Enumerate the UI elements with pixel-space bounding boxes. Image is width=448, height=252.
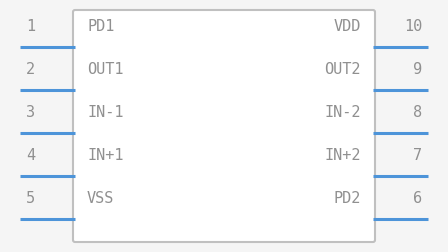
FancyBboxPatch shape [73,10,375,242]
Text: OUT1: OUT1 [87,62,124,77]
Text: 5: 5 [26,191,35,206]
Text: 4: 4 [26,148,35,163]
Text: VSS: VSS [87,191,114,206]
Text: 10: 10 [404,19,422,34]
Text: 8: 8 [413,105,422,120]
Text: PD2: PD2 [334,191,361,206]
Text: IN-1: IN-1 [87,105,124,120]
Text: VDD: VDD [334,19,361,34]
Text: 3: 3 [26,105,35,120]
Text: 9: 9 [413,62,422,77]
Text: IN-2: IN-2 [324,105,361,120]
Text: OUT2: OUT2 [324,62,361,77]
Text: 6: 6 [413,191,422,206]
Text: IN+2: IN+2 [324,148,361,163]
Text: IN+1: IN+1 [87,148,124,163]
Text: 2: 2 [26,62,35,77]
Text: PD1: PD1 [87,19,114,34]
Text: 1: 1 [26,19,35,34]
Text: 7: 7 [413,148,422,163]
